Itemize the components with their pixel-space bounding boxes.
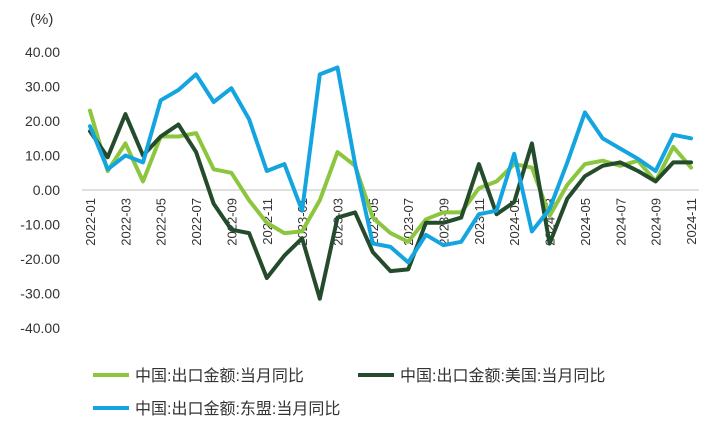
x-tick-label: 2022-03 bbox=[118, 198, 133, 246]
x-tick-label: 2023-01 bbox=[295, 198, 310, 246]
legend: 中国:出口金额:当月同比 中国:出口金额:美国:当月同比中国:出口金额:东盟:当月… bbox=[93, 367, 605, 418]
legend-label-3: 中国:出口金额:东盟:当月同比 bbox=[135, 400, 340, 418]
y-tick-label: -40.00 bbox=[20, 320, 60, 336]
x-tick-label: 2024-11 bbox=[684, 198, 699, 245]
x-tick-label: 2024-09 bbox=[649, 198, 664, 246]
y-tick-label: 30.00 bbox=[25, 79, 60, 95]
y-axis-unit-label: (%) bbox=[30, 11, 53, 28]
x-tick-label: 2022-09 bbox=[224, 198, 239, 246]
y-tick-label: 40.00 bbox=[25, 44, 60, 60]
x-tick-label: 2022-07 bbox=[189, 198, 204, 246]
x-axis-tick-labels: 2022-01 2022-03 2022-05 2022-07 2022-09 2022-… bbox=[83, 198, 699, 246]
series-lines bbox=[88, 65, 693, 301]
series-line-1 bbox=[88, 108, 693, 244]
x-tick-label: 2022-05 bbox=[154, 198, 169, 246]
x-tick-label: 2023-11 bbox=[472, 198, 487, 245]
series-line-2 bbox=[88, 112, 693, 301]
legend-label-1: 中国:出口金额:当月同比 bbox=[135, 367, 304, 385]
y-tick-label: 10.00 bbox=[25, 148, 60, 164]
x-tick-label: 2024-07 bbox=[613, 198, 628, 246]
y-tick-label: -30.00 bbox=[20, 286, 60, 302]
x-tick-label: 2024-01 bbox=[507, 198, 522, 246]
x-tick-label: 2024-05 bbox=[578, 198, 593, 246]
y-axis-tick-labels: 40.00 30.00 20.00 10.00 0.00 -10.00 -20.00 -30.… bbox=[20, 44, 60, 336]
y-tick-label: -10.00 bbox=[20, 217, 60, 233]
series-line-3 bbox=[88, 65, 693, 265]
y-tick-label: 20.00 bbox=[25, 113, 60, 129]
legend-label-2: 中国:出口金额:美国:当月同比 bbox=[400, 367, 605, 385]
y-tick-label: 0.00 bbox=[33, 182, 60, 198]
y-tick-label: -20.00 bbox=[20, 251, 60, 267]
x-tick-label: 2022-01 bbox=[83, 198, 98, 246]
